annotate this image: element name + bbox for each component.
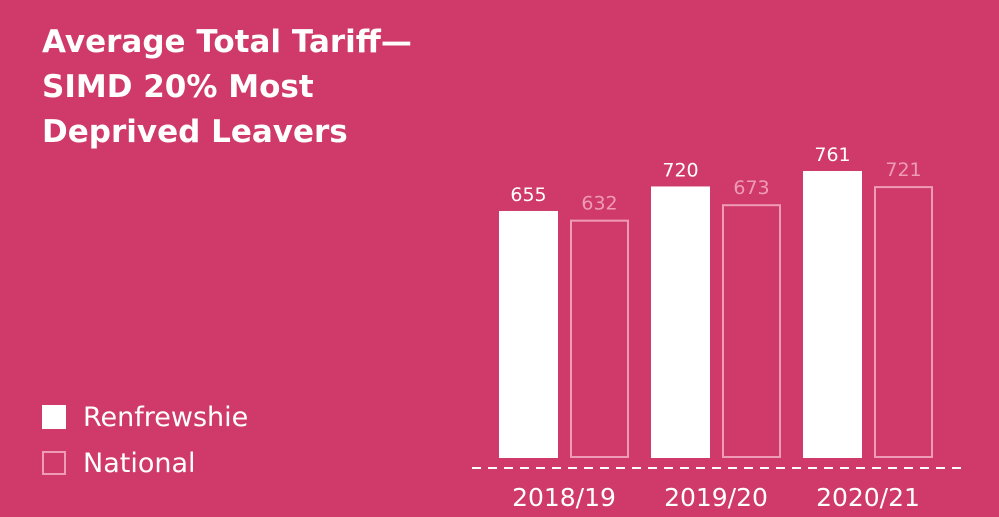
bar-national (570, 219, 629, 458)
x-tick-label: 2019/20 (664, 483, 768, 512)
x-tick-label: 2020/21 (816, 483, 920, 512)
bar-renfrewshie (803, 171, 862, 458)
bar-national (874, 186, 933, 458)
legend-swatch-filled (42, 405, 66, 429)
data-label: 720 (662, 159, 698, 181)
bar-national (722, 204, 781, 458)
legend-label: Renfrewshie (83, 401, 249, 433)
chart-title-line: Deprived Leavers (42, 114, 348, 150)
chart-title: Average Total Tariff— SIMD 20% Most Depr… (42, 20, 462, 155)
data-label: 673 (733, 177, 769, 199)
legend-item-renfrewshie: Renfrewshie (42, 394, 248, 440)
chart-title-line: Average Total Tariff— (42, 24, 412, 60)
x-tick-label: 2018/19 (512, 483, 616, 512)
chart-title-line: SIMD 20% Most (42, 69, 314, 105)
data-label: 632 (581, 193, 617, 215)
legend-swatch-outline (42, 451, 66, 475)
bar-renfrewshie (651, 186, 710, 458)
legend-item-national: National (42, 440, 248, 486)
data-label: 655 (510, 184, 546, 206)
data-label: 721 (885, 159, 921, 181)
data-label: 761 (814, 144, 850, 166)
bar-renfrewshie (499, 210, 558, 458)
legend-label: National (83, 447, 196, 479)
legend: Renfrewshie National (42, 394, 248, 486)
